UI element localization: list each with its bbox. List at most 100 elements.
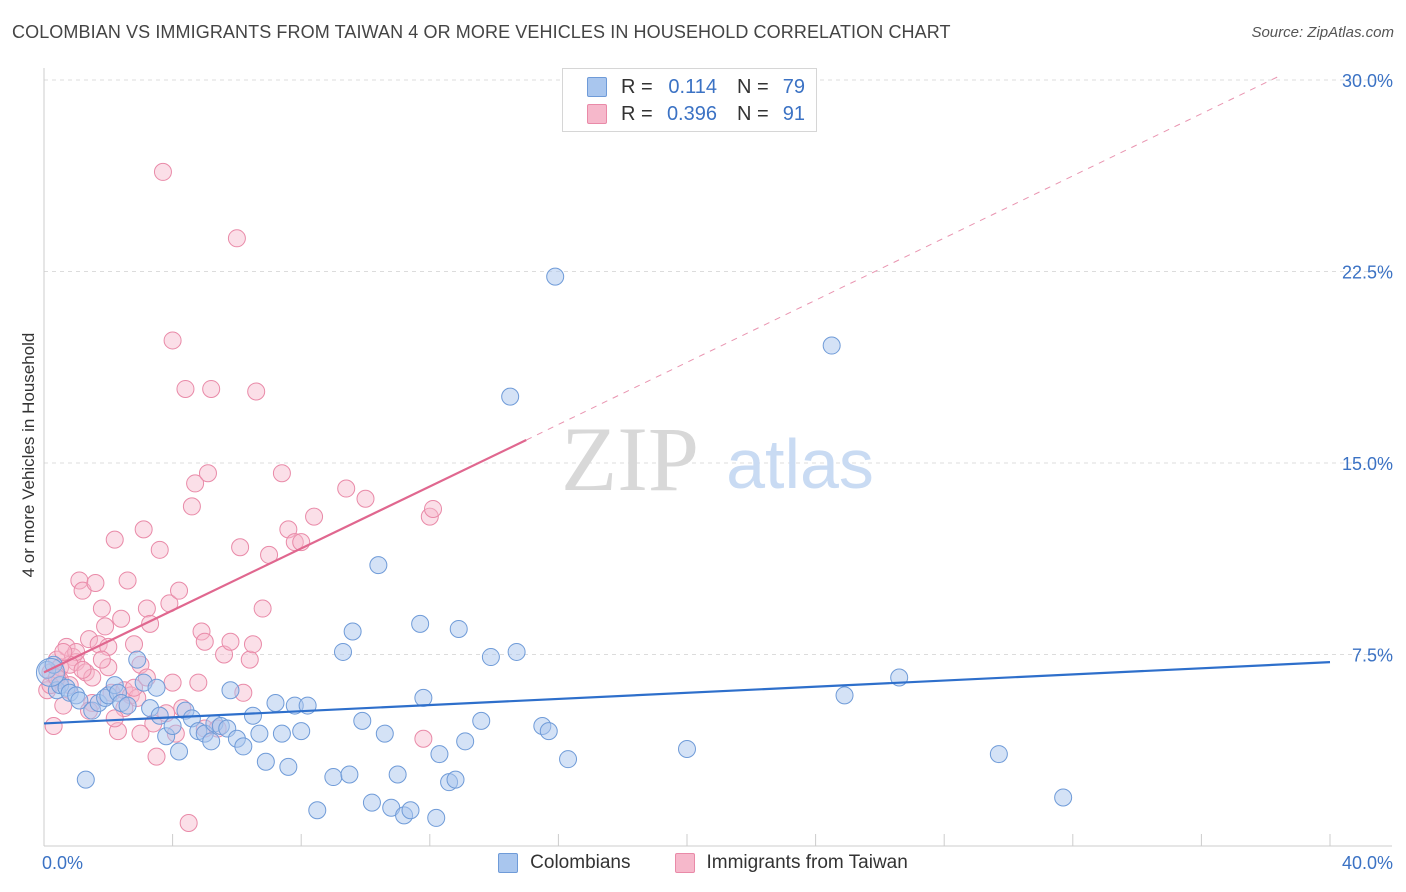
data-point-taiwan [163, 673, 182, 692]
data-point-taiwan [73, 660, 92, 679]
data-point-colombians [147, 678, 166, 697]
data-point-taiwan [86, 574, 105, 593]
data-point-taiwan [337, 479, 356, 498]
data-point-colombians [427, 808, 446, 827]
data-point-taiwan [105, 530, 124, 549]
legend-n-label: N = [737, 102, 769, 125]
data-point-colombians [1054, 788, 1073, 807]
data-point-taiwan [195, 632, 214, 651]
chart-source: Source: ZipAtlas.com [1251, 24, 1394, 41]
data-point-taiwan [186, 474, 205, 493]
data-point-taiwan [231, 538, 250, 557]
data-point-colombians [343, 622, 362, 641]
data-point-taiwan [424, 499, 443, 518]
y-tick-label: 30.0% [1342, 71, 1393, 91]
data-point-colombians [375, 724, 394, 743]
data-point-colombians [507, 642, 526, 661]
data-point-colombians [76, 770, 95, 789]
data-point-colombians [388, 765, 407, 784]
data-point-colombians [501, 387, 520, 406]
data-point-colombians [163, 716, 182, 735]
watermark: ZIP atlas [561, 408, 874, 510]
data-point-colombians [446, 770, 465, 789]
data-point-colombians [430, 745, 449, 764]
data-point-taiwan [189, 673, 208, 692]
legend-swatch-blue [587, 77, 607, 97]
data-point-taiwan [240, 650, 259, 669]
axes [43, 68, 1392, 847]
data-point-taiwan [170, 581, 189, 600]
data-point-colombians [221, 681, 240, 700]
data-point-taiwan [150, 540, 169, 559]
data-point-colombians [401, 801, 420, 820]
data-point-colombians [256, 752, 275, 771]
data-point-taiwan [243, 635, 262, 654]
data-point-colombians [118, 696, 137, 715]
data-point-taiwan [356, 489, 375, 508]
grid-lines [44, 79, 1392, 655]
data-point-colombians [411, 614, 430, 633]
data-point-taiwan [163, 331, 182, 350]
y-tick-label: 7.5% [1352, 646, 1393, 666]
data-point-taiwan [179, 814, 198, 833]
trend-lines [43, 74, 1331, 725]
data-point-colombians [128, 650, 147, 669]
data-point-colombians [250, 724, 269, 743]
legend-series: Colombians Immigrants from Taiwan [0, 852, 1406, 874]
legend-n-value: 79 [782, 75, 805, 98]
data-point-colombians [822, 336, 841, 355]
legend-r-value: 0.396 [666, 102, 717, 125]
legend-n-label: N = [737, 75, 769, 98]
data-point-colombians [308, 801, 327, 820]
data-point-taiwan [198, 464, 217, 483]
legend-swatch-blue [498, 853, 519, 873]
data-point-colombians [266, 694, 285, 713]
data-point-colombians [678, 739, 696, 758]
data-point-colombians [272, 724, 291, 743]
data-point-colombians [362, 793, 381, 812]
data-point-taiwan [70, 571, 89, 590]
legend-r-value: 0.114 [668, 75, 717, 98]
data-point-colombians-cluster [35, 657, 65, 687]
data-point-taiwan [105, 709, 124, 728]
watermark-zip: ZIP [561, 408, 699, 510]
data-point-taiwan [192, 622, 211, 641]
legend-item-taiwan: Immigrants from Taiwan [674, 852, 908, 874]
data-point-taiwan [202, 379, 221, 398]
data-point-taiwan [247, 382, 266, 401]
data-point-taiwan [80, 630, 99, 649]
data-point-taiwan [137, 599, 156, 618]
legend-n-value: 91 [782, 102, 805, 125]
data-point-taiwan [112, 609, 131, 628]
data-point-colombians [279, 757, 298, 776]
tick-labels: 7.5% 15.0% 22.5% 30.0% 0.0% 40.0% [42, 71, 1393, 873]
data-point-colombians [989, 745, 1008, 764]
trend-line-colombians [43, 661, 1331, 725]
data-point-colombians [333, 642, 352, 661]
data-point-taiwan [153, 162, 172, 181]
data-point-colombians [456, 732, 475, 751]
watermark-atlas: atlas [726, 425, 874, 503]
data-point-colombians [70, 691, 89, 710]
data-point-colombians [835, 686, 854, 705]
data-point-taiwan [227, 229, 246, 248]
data-point-taiwan [305, 507, 324, 526]
data-point-colombians [340, 765, 359, 784]
data-point-taiwan [182, 497, 201, 516]
data-point-taiwan [96, 617, 115, 636]
data-point-taiwan [125, 635, 144, 654]
series-colombians-points [35, 267, 1073, 827]
trend-line-taiwan [43, 439, 527, 674]
y-tick-label: 15.0% [1342, 454, 1393, 474]
data-point-colombians [234, 737, 253, 756]
data-point-taiwan [99, 658, 118, 677]
data-point-colombians [353, 711, 372, 730]
data-point-colombians [414, 688, 433, 707]
data-point-taiwan [134, 520, 153, 539]
y-tick-label: 22.5% [1342, 263, 1393, 283]
data-point-taiwan [44, 716, 63, 735]
data-point-taiwan [176, 379, 195, 398]
data-point-colombians [546, 267, 565, 286]
data-point-colombians [449, 619, 468, 638]
data-point-colombians [292, 722, 311, 741]
